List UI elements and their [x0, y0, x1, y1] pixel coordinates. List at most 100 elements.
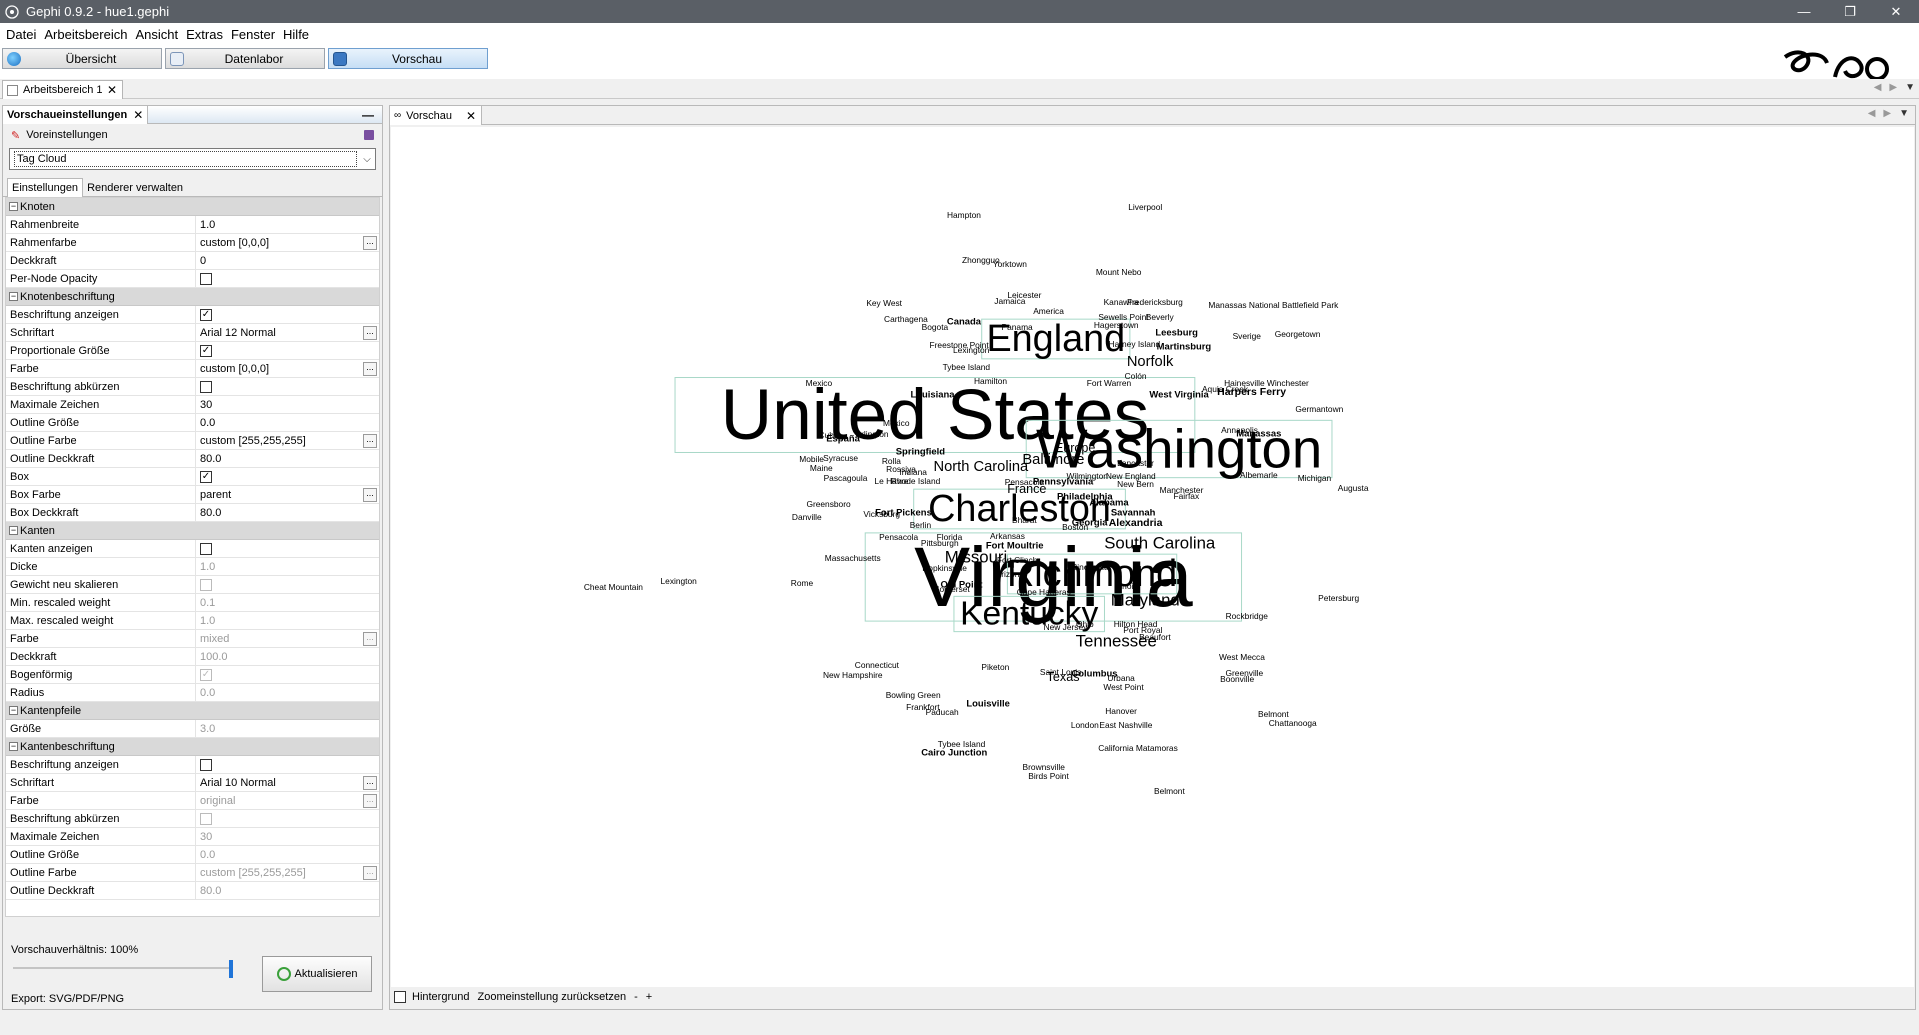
minimize-button[interactable]: — — [1797, 4, 1811, 19]
collapse-icon[interactable]: − — [9, 291, 18, 301]
edit-ellipsis-button[interactable]: ... — [363, 487, 377, 502]
edit-ellipsis-button[interactable]: ... — [363, 865, 377, 880]
property-checkbox[interactable]: ✓ — [200, 344, 212, 357]
menu-view[interactable]: Ansicht — [135, 26, 179, 42]
tab-manage-renderers[interactable]: Renderer verwalten — [87, 181, 184, 194]
tab-scroll-right-icon[interactable]: ▶ — [1889, 82, 1898, 93]
close-button[interactable]: ✕ — [1890, 3, 1902, 19]
tab-list-icon[interactable]: ▼ — [1905, 82, 1915, 93]
property-row[interactable]: Beschriftung abkürzen — [6, 809, 379, 828]
preview-mode-button[interactable]: Vorschau — [328, 48, 488, 69]
preview-scroll-right-icon[interactable]: ▶ — [1883, 108, 1892, 119]
property-row[interactable]: Größe 3.0 — [6, 719, 379, 738]
property-value[interactable]: parent — [200, 488, 232, 501]
property-value[interactable]: custom [255,255,255] — [200, 866, 306, 879]
preview-scroll-left-icon[interactable]: ◀ — [1867, 108, 1876, 119]
property-value[interactable]: 0.0 — [200, 416, 216, 429]
edit-ellipsis-button[interactable]: ... — [363, 433, 377, 448]
edit-ellipsis-button[interactable]: ... — [363, 775, 377, 790]
background-checkbox[interactable] — [394, 991, 406, 1003]
property-row[interactable]: Rahmenfarbe custom [0,0,0]... — [6, 233, 379, 252]
menu-file[interactable]: Datei — [6, 26, 37, 42]
edit-ellipsis-button[interactable]: ... — [363, 325, 377, 340]
zoom-out-button[interactable]: - — [634, 991, 638, 1003]
property-checkbox[interactable] — [200, 812, 212, 825]
menu-help[interactable]: Hilfe — [283, 26, 310, 42]
tab-settings[interactable]: Einstellungen — [7, 178, 84, 197]
settings-panel-close-icon[interactable]: ✕ — [133, 107, 144, 122]
menu-window[interactable]: Fenster — [230, 26, 276, 42]
preview-ratio-slider-track[interactable] — [13, 967, 233, 969]
refresh-button[interactable]: Aktualisieren — [262, 956, 372, 992]
preview-canvas[interactable]: Virginia United States Washington Charlesto… — [391, 127, 1914, 987]
property-value[interactable]: Arial 10 Normal — [200, 776, 276, 789]
property-row[interactable]: Outline Farbe custom [255,255,255]... — [6, 863, 379, 882]
tab-scroll-left-icon[interactable]: ◀ — [1873, 82, 1882, 93]
property-value[interactable]: 3.0 — [200, 722, 216, 735]
property-row[interactable]: Schriftart Arial 12 Normal... — [6, 323, 379, 342]
zoom-in-button[interactable]: + — [645, 991, 653, 1003]
collapse-icon[interactable]: − — [9, 741, 18, 751]
property-row[interactable]: Box ✓ — [6, 467, 379, 486]
property-value[interactable]: 1.0 — [200, 614, 216, 627]
export-label[interactable]: Export: SVG/PDF/PNG — [11, 993, 125, 1005]
property-row[interactable]: Beschriftung anzeigen ✓ — [6, 305, 379, 324]
property-value[interactable]: original — [200, 794, 236, 807]
property-row[interactable]: Outline Deckkraft 80.0 — [6, 881, 379, 900]
property-checkbox[interactable] — [200, 380, 212, 393]
menu-tools[interactable]: Extras — [186, 26, 223, 42]
edit-ellipsis-button[interactable]: ... — [363, 235, 377, 250]
property-row[interactable]: Maximale Zeichen 30 — [6, 827, 379, 846]
property-row[interactable]: Dicke 1.0 — [6, 557, 379, 576]
property-value[interactable]: 0.0 — [200, 686, 216, 699]
property-checkbox[interactable]: ✓ — [200, 668, 212, 681]
property-checkbox[interactable]: ✓ — [200, 470, 212, 483]
property-value[interactable]: 0 — [200, 254, 207, 267]
property-row[interactable]: Box Deckkraft 80.0 — [6, 503, 379, 522]
overview-mode-button[interactable]: Übersicht — [2, 48, 162, 69]
property-checkbox[interactable]: ✓ — [200, 308, 212, 321]
property-row[interactable]: Deckkraft 0 — [6, 251, 379, 270]
property-row[interactable]: Outline Größe 0.0 — [6, 845, 379, 864]
property-checkbox[interactable] — [200, 542, 212, 555]
preview-tab[interactable]: ∞ Vorschau ✕ — [390, 106, 482, 125]
property-value[interactable]: custom [0,0,0] — [200, 362, 270, 375]
property-row[interactable]: Farbe mixed... — [6, 629, 379, 648]
property-value[interactable]: 1.0 — [200, 560, 216, 573]
property-value[interactable]: custom [255,255,255] — [200, 434, 306, 447]
property-row[interactable]: Bogenförmig ✓ — [6, 665, 379, 684]
property-row[interactable]: Outline Deckkraft 80.0 — [6, 449, 379, 468]
reset-zoom-button[interactable]: Zoomeinstellung zurücksetzen — [477, 991, 627, 1003]
preview-tab-close-icon[interactable]: ✕ — [465, 108, 476, 123]
save-preset-icon[interactable] — [364, 130, 374, 140]
property-value[interactable]: 0.1 — [200, 596, 216, 609]
maximize-button[interactable]: ❐ — [1844, 3, 1856, 19]
menu-workspace[interactable]: Arbeitsbereich — [44, 26, 128, 42]
property-value[interactable]: 30 — [200, 830, 213, 843]
property-category[interactable]: − Kantenpfeile — [6, 702, 379, 720]
property-row[interactable]: Farbe original... — [6, 791, 379, 810]
property-value[interactable]: 100.0 — [200, 650, 228, 663]
property-row[interactable]: Deckkraft 100.0 — [6, 647, 379, 666]
property-row[interactable]: Outline Farbe custom [255,255,255]... — [6, 431, 379, 450]
preset-dropdown[interactable]: Tag Cloud ⌵ — [9, 148, 376, 170]
property-row[interactable]: Max. rescaled weight 1.0 — [6, 611, 379, 630]
property-row[interactable]: Maximale Zeichen 30 — [6, 395, 379, 414]
collapse-icon[interactable]: − — [9, 705, 18, 715]
workspace-tab[interactable]: Arbeitsbereich 1 ✕ — [2, 80, 123, 99]
property-checkbox[interactable] — [200, 578, 212, 591]
property-row[interactable]: Box Farbe parent... — [6, 485, 379, 504]
property-row[interactable]: Schriftart Arial 10 Normal... — [6, 773, 379, 792]
panel-minimize-icon[interactable]: — — [362, 107, 374, 122]
preview-tab-list-icon[interactable]: ▼ — [1899, 108, 1909, 119]
settings-panel-tab[interactable]: Vorschaueinstellungen ✕ — [3, 105, 149, 124]
property-row[interactable]: Kanten anzeigen — [6, 539, 379, 558]
edit-ellipsis-button[interactable]: ... — [363, 631, 377, 646]
property-value[interactable]: 80.0 — [200, 452, 222, 465]
collapse-icon[interactable]: − — [9, 525, 18, 535]
property-row[interactable]: Farbe custom [0,0,0]... — [6, 359, 379, 378]
property-checkbox[interactable] — [200, 758, 212, 771]
workspace-tab-close-icon[interactable]: ✕ — [106, 83, 117, 97]
property-category[interactable]: − Kantenbeschriftung — [6, 738, 379, 756]
data-lab-mode-button[interactable]: Datenlabor — [165, 48, 325, 69]
